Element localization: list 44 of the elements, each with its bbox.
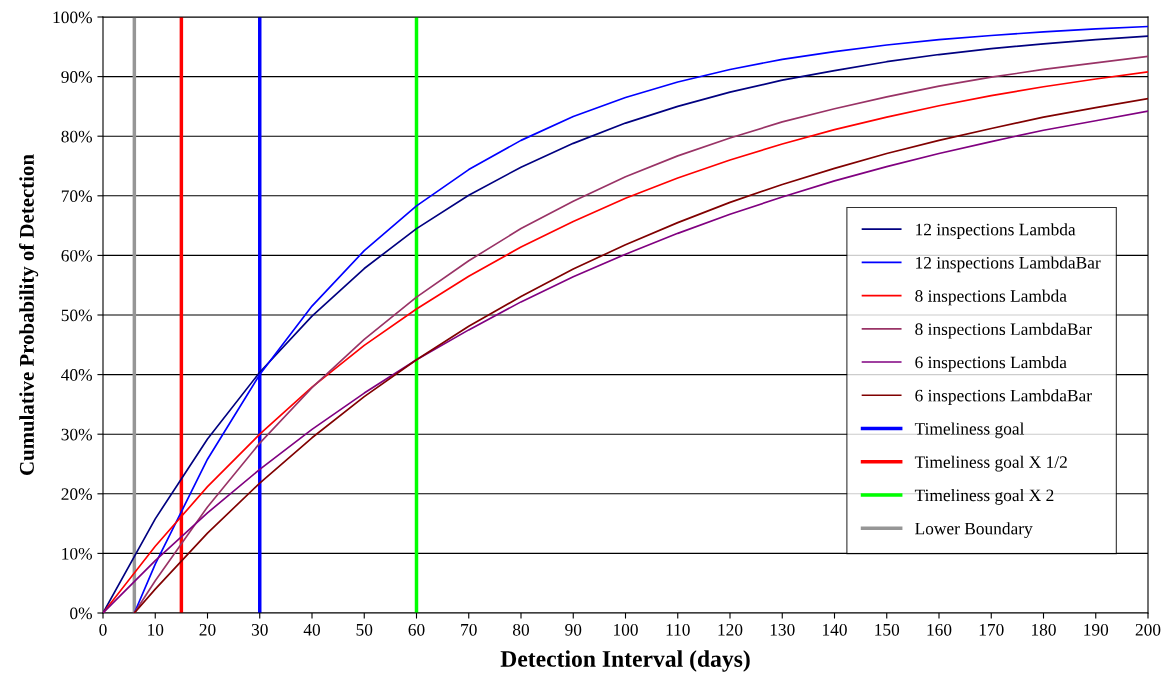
x-tick-label: 20 [199, 623, 216, 636]
legend-label: 12 inspections Lambda [916, 223, 1076, 239]
x-tick-label: 10 [148, 623, 164, 636]
legend-label: 6 inspections LambdaBar [915, 389, 1092, 405]
x-tick-label: 190 [1084, 623, 1109, 636]
x-tick-label: 170 [979, 623, 1004, 636]
x-tick-label: 100 [614, 623, 638, 636]
x-tick-label: 50 [356, 623, 373, 636]
x-tick-label: 70 [461, 623, 477, 636]
x-tick-label: 110 [666, 623, 690, 636]
legend-label: Timeliness goal X 2 [914, 488, 1054, 505]
y-tick-label: 50% [61, 309, 92, 322]
y-tick-label: 70% [61, 190, 92, 203]
y-tick-label: 30% [61, 428, 92, 441]
x-tick-label: 160 [927, 623, 952, 636]
x-tick-label: 0 [99, 623, 107, 636]
x-tick-label: 140 [823, 623, 847, 636]
y-tick-label: 100% [53, 11, 92, 24]
legend-label: 6 inspections Lambda [915, 356, 1067, 372]
y-tick-label: 80% [61, 130, 92, 143]
x-tick-label: 120 [718, 623, 743, 636]
x-tick-label: 180 [1032, 623, 1056, 636]
y-tick-label: 90% [61, 71, 92, 83]
legend-label: Timeliness goal [914, 422, 1025, 439]
y-tick-label: 20% [61, 488, 92, 501]
y-axis-title: Cumulative Probability of Detection [19, 154, 39, 475]
y-tick-label: 10% [62, 547, 92, 560]
y-tick-label: 0% [70, 607, 92, 620]
x-tick-label: 60 [408, 623, 425, 636]
x-tick-label: 150 [875, 623, 900, 636]
y-tick-label: 60% [61, 249, 92, 262]
legend-label: Timeliness goal X 1/2 [914, 455, 1067, 472]
x-tick-label: 40 [303, 623, 321, 636]
x-tick-label: 200 [1135, 623, 1161, 636]
legend-label: 12 inspections LambdaBar [916, 256, 1101, 273]
legend-label: 8 inspections Lambda [915, 289, 1067, 306]
x-tick-label: 30 [251, 623, 268, 636]
x-tick-label: 130 [770, 623, 795, 636]
x-tick-label: 80 [512, 623, 530, 636]
x-axis-title: Detection Interval (days) [500, 650, 750, 672]
x-tick-label: 90 [565, 623, 582, 636]
legend-label: 8 inspections LambdaBar [915, 322, 1092, 339]
y-tick-label: 40% [61, 369, 92, 381]
legend-label: Lower Boundary [915, 522, 1033, 539]
